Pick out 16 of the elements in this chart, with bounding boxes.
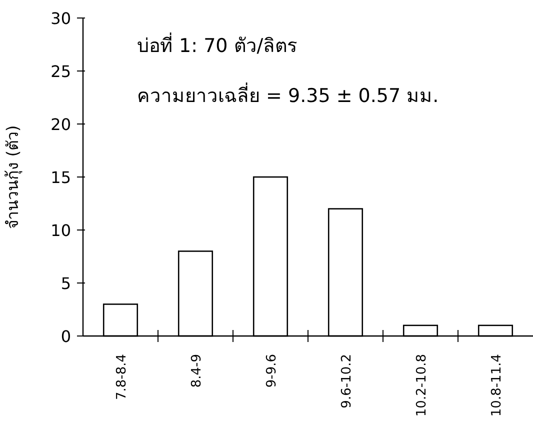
y-axis-title: จำนวนกุ้ง (ตัว) [3, 125, 23, 229]
y-tick-label: 0 [60, 327, 71, 346]
annotation: ความยาวเฉลี่ย = 9.35 ± 0.57 มม. [137, 82, 439, 107]
y-tick-label: 5 [60, 274, 71, 293]
x-tick-label: 7.8-8.4 [114, 354, 130, 400]
annotation: บ่อที่ 1: 70 ตัว/ลิตร [137, 32, 298, 57]
y-tick-label: 15 [50, 168, 71, 187]
y-tick-label: 10 [50, 221, 71, 240]
x-tick-label: 9.6-10.2 [340, 354, 354, 408]
x-tick-label: 9-9.6 [264, 354, 280, 388]
y-tick-label: 30 [50, 9, 71, 28]
x-tick-label: 10.8-11.4 [490, 354, 504, 417]
x-tick-label: 10.2-10.8 [414, 354, 430, 417]
y-tick-label: 25 [50, 62, 71, 81]
x-tick-label: 8.4-9 [190, 354, 204, 388]
y-tick-label: 20 [50, 115, 71, 134]
